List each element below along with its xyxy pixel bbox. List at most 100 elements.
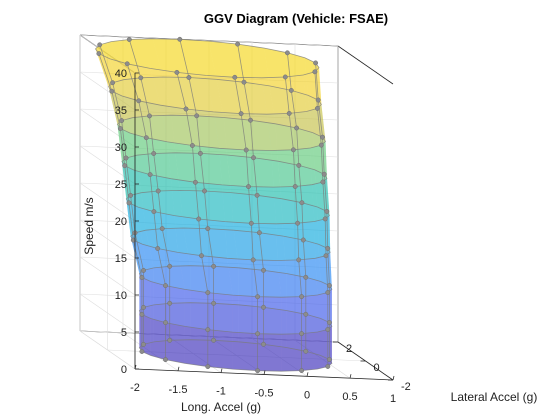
surface-face xyxy=(327,326,332,367)
data-point xyxy=(130,237,136,243)
data-point xyxy=(174,69,180,75)
x-tick-mark xyxy=(263,370,266,375)
data-point xyxy=(124,61,130,67)
surface-face xyxy=(301,202,319,245)
surface-face xyxy=(165,285,185,327)
surface-face xyxy=(303,71,318,112)
grid-line xyxy=(79,330,339,343)
data-point xyxy=(290,147,296,153)
y-tick-label: 2 xyxy=(346,343,352,355)
data-point xyxy=(155,188,161,194)
data-point xyxy=(299,331,305,337)
data-point xyxy=(296,162,302,168)
surface-cap xyxy=(95,38,319,78)
surface-face xyxy=(259,232,287,274)
data-point xyxy=(205,327,211,333)
data-point xyxy=(313,60,319,66)
data-point xyxy=(251,155,256,161)
surface-face xyxy=(95,48,112,92)
surface-face xyxy=(315,255,328,295)
data-point xyxy=(205,290,211,296)
x-tick-label: -1.5 xyxy=(169,384,188,396)
data-point xyxy=(139,312,145,317)
surface-face xyxy=(146,137,171,179)
surface-face xyxy=(277,259,302,298)
surface-face xyxy=(271,149,296,188)
surface-face xyxy=(133,240,151,282)
x-tick-mark xyxy=(392,375,395,381)
data-point xyxy=(96,51,102,57)
surface-face xyxy=(150,318,166,360)
surface-face xyxy=(205,75,242,114)
data-point xyxy=(326,320,332,325)
axis-edge xyxy=(337,45,394,85)
surface-face xyxy=(263,307,287,348)
surface-face xyxy=(111,39,141,80)
surface-face xyxy=(150,174,175,216)
surface-face xyxy=(257,195,284,237)
data-point xyxy=(296,257,302,263)
data-point xyxy=(138,75,144,81)
surface-face xyxy=(136,153,159,193)
data-point xyxy=(250,257,256,263)
surface-face xyxy=(329,322,332,364)
data-point xyxy=(109,88,115,94)
surface-face xyxy=(142,244,166,286)
surface-face xyxy=(184,326,208,367)
surface-face xyxy=(158,190,184,229)
data-point xyxy=(141,341,146,347)
data-point xyxy=(255,294,261,300)
surface-face xyxy=(216,79,251,121)
chart-title: GGV Diagram (Vehicle: FSAE) xyxy=(204,11,388,26)
data-point xyxy=(325,290,331,295)
surface-face xyxy=(305,277,321,319)
surface-face xyxy=(263,270,287,311)
data-point xyxy=(286,110,292,116)
data-point xyxy=(299,368,305,374)
surface-face xyxy=(149,115,176,154)
surface-face xyxy=(317,292,328,332)
data-point xyxy=(143,135,149,141)
surface-face xyxy=(261,77,290,115)
surface-face xyxy=(188,77,224,118)
data-point xyxy=(177,36,183,42)
z-axis-label: Speed m/s xyxy=(82,197,96,254)
surface-face xyxy=(150,281,166,323)
data-point xyxy=(141,267,146,273)
surface-face xyxy=(327,289,332,330)
data-point xyxy=(320,179,326,185)
data-point xyxy=(183,106,189,112)
z-tick-label: 25 xyxy=(115,179,127,191)
data-point xyxy=(139,275,145,280)
surface-face xyxy=(281,333,302,372)
surface-face xyxy=(237,44,270,86)
x-tick-label: 0.5 xyxy=(342,391,357,403)
surface-face xyxy=(129,38,164,78)
data-point xyxy=(238,111,244,117)
data-point xyxy=(299,294,305,300)
data-point xyxy=(315,97,321,103)
grid-line xyxy=(107,349,366,362)
surface-face xyxy=(305,314,321,356)
data-point xyxy=(196,216,202,222)
surface-face xyxy=(140,77,172,116)
surface-face xyxy=(150,68,186,109)
surface-face xyxy=(207,228,239,268)
surface-face xyxy=(253,157,282,199)
data-point xyxy=(295,220,301,226)
surface-face xyxy=(139,273,142,315)
surface-face xyxy=(192,145,222,185)
surface-face xyxy=(329,285,332,327)
surface-face xyxy=(291,90,313,133)
data-point xyxy=(155,246,161,251)
surface-face xyxy=(327,248,332,290)
data-point xyxy=(128,192,134,198)
data-point xyxy=(126,200,132,206)
surface-face xyxy=(130,192,146,233)
x-axis-label: Long. Accel (g) xyxy=(181,400,261,414)
surface-face xyxy=(167,141,196,183)
data-point xyxy=(159,226,165,232)
surface-face xyxy=(286,310,306,352)
surface-face xyxy=(312,182,326,222)
data-point xyxy=(163,283,168,289)
